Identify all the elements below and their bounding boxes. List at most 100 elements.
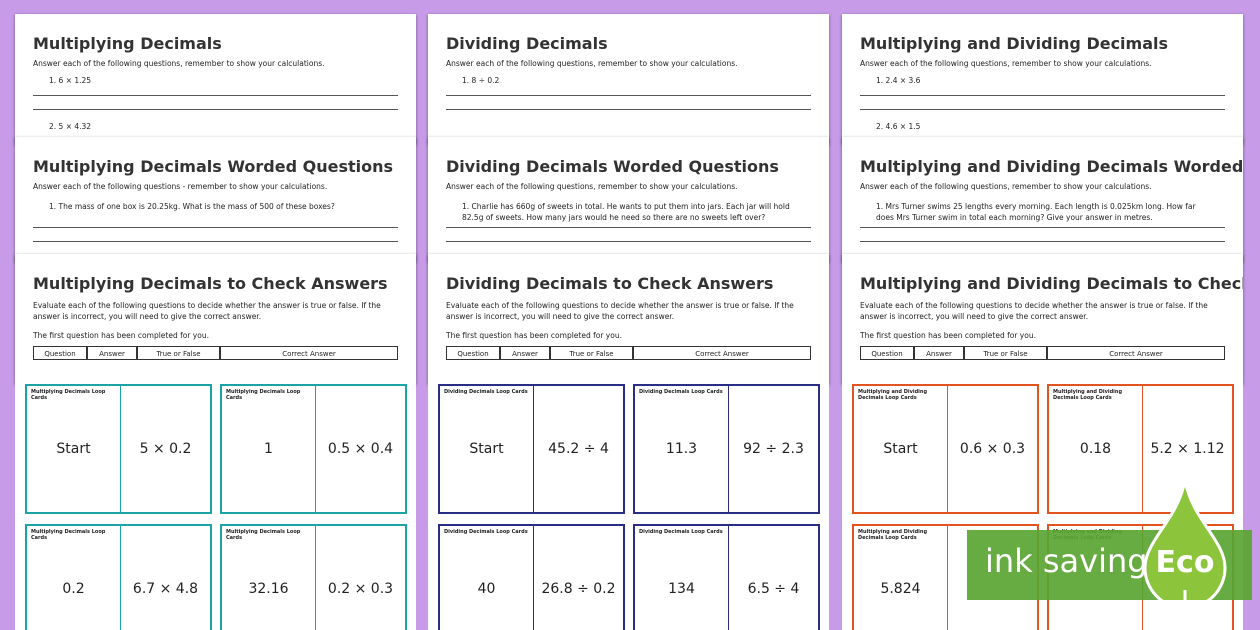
sheet-title: Dividing Decimals: [446, 34, 608, 53]
sheet-title: Multiplying and Dividing Decimals: [860, 34, 1169, 53]
worksheet: Multiplying and Dividing Decimals Worded…: [842, 137, 1243, 262]
worksheet: Multiplying Decimals Worded Questions Ans…: [15, 137, 416, 262]
answer-line: [33, 227, 398, 228]
table-header: Correct Answer: [220, 346, 398, 360]
badge-text: ink saving: [985, 542, 1148, 580]
sheet-title: Dividing Decimals to Check Answers: [446, 274, 774, 293]
loop-card: Multiplying and Dividing Decimals Loop C…: [852, 384, 1039, 514]
answer-line: [446, 95, 811, 96]
note: The first question has been completed fo…: [446, 331, 622, 340]
note: The first question has been completed fo…: [860, 331, 1036, 340]
table-header: Question: [33, 346, 87, 360]
answer-line: [33, 95, 398, 96]
answer-line: [33, 109, 398, 110]
loop-card: Dividing Decimals Loop Cards 11.3 92 ÷ 2.3: [633, 384, 820, 514]
sheet-title: Multiplying and Dividing Decimals Worded…: [860, 157, 1243, 176]
card-answer: 11.3: [665, 441, 698, 457]
card-divider: [120, 526, 121, 630]
question: 1. 2.4 × 3.6: [876, 76, 921, 85]
card-answer: 32.16: [248, 581, 289, 597]
worksheet: Multiplying and Dividing Decimals Answer …: [842, 14, 1243, 144]
question: 2. 5 × 4.32: [49, 122, 92, 131]
worksheet: Multiplying Decimals to Check Answers Eva…: [15, 254, 416, 384]
answer-line: [446, 227, 811, 228]
card-answer: Start: [469, 441, 504, 457]
answer-line: [860, 227, 1225, 228]
card-divider: [120, 386, 121, 512]
card-divider: [947, 526, 948, 630]
loop-card-sheet: Multiplying Decimals Loop Cards Start 5 × …: [15, 375, 416, 630]
answer-line: [446, 109, 811, 110]
table-header: Question: [446, 346, 500, 360]
table-header: Answer: [500, 346, 550, 360]
instruction: Evaluate each of the following questions…: [446, 301, 794, 321]
answer-line: [860, 241, 1225, 242]
instruction: Answer each of the following questions, …: [446, 182, 738, 191]
card-answer: 1: [264, 441, 273, 457]
sheet-title: Dividing Decimals Worded Questions: [446, 157, 779, 176]
card-question: 92 ÷ 2.3: [743, 441, 804, 457]
card-answer: Start: [883, 441, 918, 457]
table-header: Correct Answer: [633, 346, 811, 360]
loop-card: Multiplying Decimals Loop Cards Start 5 × …: [25, 384, 212, 514]
card-answer: Start: [56, 441, 91, 457]
card-answer: 134: [668, 581, 695, 597]
answer-line: [860, 109, 1225, 110]
loop-card-sheet: Dividing Decimals Loop Cards Start 45.2 ÷ …: [428, 375, 829, 630]
column: Dividing Decimals Answer each of the foll…: [428, 0, 829, 630]
question: 1. 6 × 1.25: [49, 76, 92, 85]
table-header: Correct Answer: [1047, 346, 1225, 360]
badge-drop: [1143, 480, 1227, 600]
sheet-title: Multiplying and Dividing Decimals to Che…: [860, 274, 1243, 293]
table-header: Answer: [914, 346, 964, 360]
instruction: Answer each of the following questions, …: [860, 182, 1152, 191]
card-divider: [728, 386, 729, 512]
answer-line: [33, 241, 398, 242]
loop-card: Multiplying Decimals Loop Cards 0.2 6.7 × …: [25, 524, 212, 630]
card-header: Multiplying and Dividing Decimals Loop C…: [1053, 389, 1123, 401]
table-header: Question: [860, 346, 914, 360]
card-header: Dividing Decimals Loop Cards: [639, 389, 723, 395]
question: 1. 8 ÷ 0.2: [462, 76, 500, 85]
instruction: Evaluate each of the following questions…: [33, 301, 381, 321]
instruction: Answer each of the following questions, …: [33, 59, 325, 68]
instruction: Answer each of the following questions, …: [860, 59, 1152, 68]
worksheet: Multiplying Decimals Answer each of the f…: [15, 14, 416, 144]
card-answer: 5.824: [880, 581, 921, 597]
eco-badge: ink saving Eco: [967, 480, 1252, 600]
card-answer: 0.2: [62, 581, 85, 597]
card-header: Multiplying Decimals Loop Cards: [31, 389, 106, 401]
question: 2. 4.6 × 1.5: [876, 122, 921, 131]
column: Multiplying Decimals Answer each of the f…: [15, 0, 416, 630]
sheet-title: Multiplying Decimals: [33, 34, 222, 53]
note: The first question has been completed fo…: [33, 331, 209, 340]
card-question: 26.8 ÷ 0.2: [541, 581, 616, 597]
card-question: 5 × 0.2: [139, 441, 192, 457]
card-answer: 0.18: [1079, 441, 1112, 457]
question: 1. The mass of one box is 20.25kg. What …: [49, 202, 335, 211]
loop-card: Multiplying and Dividing Decimals Loop C…: [1047, 384, 1234, 514]
badge-label: Eco: [1156, 545, 1215, 580]
worksheet: Multiplying and Dividing Decimals to Che…: [842, 254, 1243, 384]
question: 1. Mrs Turner swims 25 lengths every mor…: [876, 202, 1196, 222]
card-question: 0.2 × 0.3: [327, 581, 394, 597]
sheet-title: Multiplying Decimals to Check Answers: [33, 274, 388, 293]
card-divider: [315, 386, 316, 512]
card-question: 6.7 × 4.8: [132, 581, 199, 597]
card-question: 0.6 × 0.3: [959, 441, 1026, 457]
instruction: Evaluate each of the following questions…: [860, 301, 1208, 321]
card-header: Multiplying Decimals Loop Cards: [226, 389, 301, 401]
card-header: Dividing Decimals Loop Cards: [444, 389, 528, 395]
card-header: Dividing Decimals Loop Cards: [444, 529, 528, 535]
card-header: Multiplying and Dividing Decimals Loop C…: [858, 529, 928, 541]
worksheet: Dividing Decimals to Check Answers Evalua…: [428, 254, 829, 384]
answer-line: [446, 241, 811, 242]
loop-card: Multiplying Decimals Loop Cards 1 0.5 × 0.…: [220, 384, 407, 514]
worksheet: Dividing Decimals Worded Questions Answer…: [428, 137, 829, 262]
question: 1. Charlie has 660g of sweets in total. …: [462, 202, 790, 222]
card-divider: [728, 526, 729, 630]
card-divider: [533, 386, 534, 512]
loop-card: Multiplying Decimals Loop Cards 32.16 0.2 …: [220, 524, 407, 630]
loop-card: Dividing Decimals Loop Cards Start 45.2 ÷ …: [438, 384, 625, 514]
